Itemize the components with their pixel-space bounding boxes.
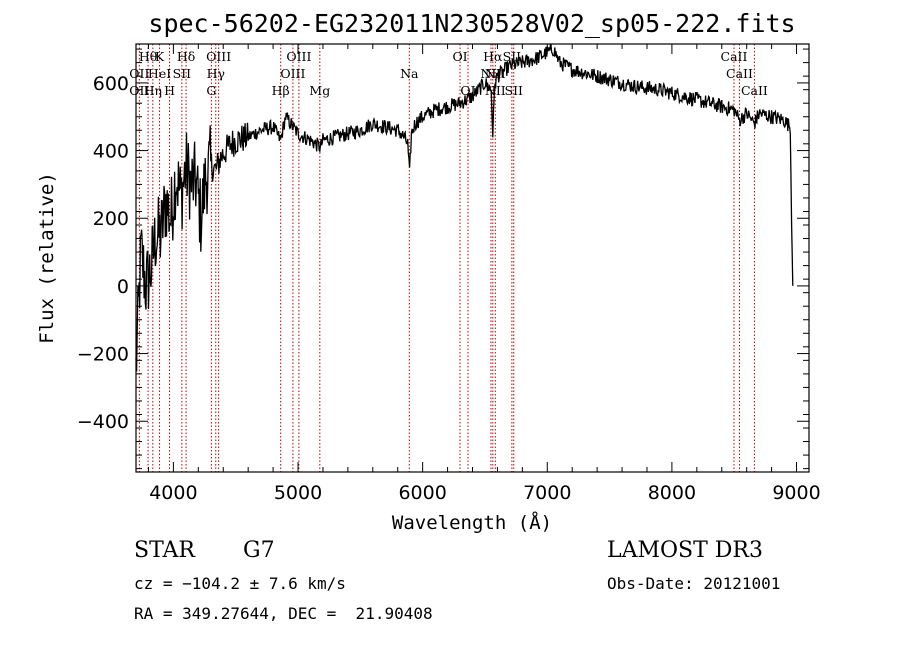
plot-frame (135, 43, 810, 473)
observation-date: Obs-Date: 20121001 (607, 574, 781, 593)
redshift-velocity: cz = −104.2 ± 7.6 km/s (134, 574, 346, 593)
x-tick-label: 8000 (648, 482, 696, 504)
reference-line-label: Hδ (177, 49, 195, 64)
reference-line-label: Na (400, 66, 419, 81)
object-subclass: G7 (243, 538, 275, 563)
spectrum-series (135, 44, 794, 372)
x-tick-label: 5000 (274, 482, 322, 504)
object-class: STAR (134, 538, 195, 563)
reference-lines (138, 44, 755, 472)
reference-line-label: CaII (741, 83, 768, 98)
reference-line-label: SII (173, 66, 192, 81)
reference-line-label: OII (129, 66, 149, 81)
x-axis-label: Wavelength (Å) (392, 511, 552, 534)
y-tick-label: 400 (93, 141, 129, 163)
reference-line-label: CaII (726, 66, 753, 81)
chart-title: spec-56202-EG232011N230528V02_sp05-222.f… (148, 9, 795, 38)
reference-line-label: Hγ (207, 66, 225, 81)
reference-line-label: Hβ (272, 83, 290, 98)
y-tick-label: 200 (93, 208, 129, 230)
reference-line-label: OII (129, 83, 149, 98)
reference-line-label: OIII (280, 66, 305, 81)
reference-line-label: Mg (309, 83, 330, 98)
reference-line-label: Hη (144, 83, 162, 98)
reference-line-label: H (164, 83, 175, 98)
x-tick-label: 4000 (149, 482, 197, 504)
reference-line-label: OIII (206, 49, 231, 64)
y-tick-label: 0 (117, 276, 129, 298)
reference-line-label: SII (505, 83, 524, 98)
reference-line-label: Hθ (139, 49, 157, 64)
y-ticks: −400 −200 0 200 400 600 (77, 48, 809, 470)
x-tick-label: 6000 (398, 482, 446, 504)
coordinates: RA = 349.27644, DEC = 21.90408 (134, 604, 433, 623)
y-tick-label: −400 (77, 411, 129, 433)
reference-line-label: G (206, 83, 216, 98)
y-tick-label: 600 (93, 73, 129, 95)
x-tick-label: 9000 (772, 482, 820, 504)
x-ticks: 4000 5000 6000 7000 8000 9000 (147, 44, 821, 504)
survey-name: LAMOST DR3 (607, 538, 763, 563)
reference-line-label: OI (452, 49, 467, 64)
y-axis-label: Flux (relative) (36, 172, 58, 344)
reference-line-label: K (155, 49, 165, 64)
x-tick-label: 7000 (523, 482, 571, 504)
y-tick-label: −200 (77, 344, 129, 366)
reference-line-label: CaII (721, 49, 748, 64)
reference-line-label: Hα (483, 49, 503, 64)
reference-line-label: OIII (286, 49, 311, 64)
reference-line-label: HeI (148, 66, 171, 81)
